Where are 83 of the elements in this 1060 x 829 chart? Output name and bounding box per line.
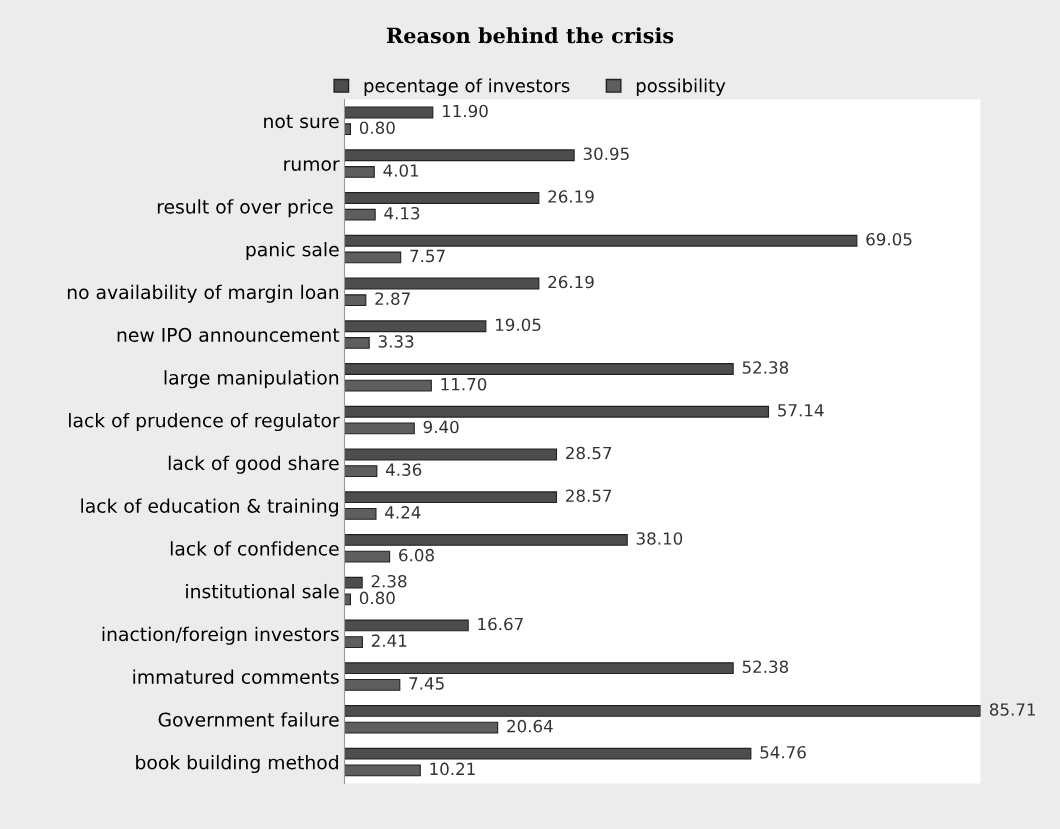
data-label: 69.05 bbox=[866, 232, 912, 246]
y-tick-label: result of over price bbox=[157, 199, 333, 218]
data-label: 11.70 bbox=[441, 377, 487, 391]
bar bbox=[344, 405, 770, 418]
data-label: 52.38 bbox=[742, 361, 789, 374]
data-label: 11.90 bbox=[442, 104, 488, 118]
bar bbox=[344, 705, 981, 717]
data-label: 57.14 bbox=[778, 404, 824, 417]
data-label: 7.45 bbox=[409, 677, 444, 690]
bar bbox=[344, 234, 858, 247]
y-tick-label: lack of confidence bbox=[170, 541, 339, 556]
y-tick-label: lack of education & training bbox=[81, 498, 338, 517]
bar bbox=[344, 507, 377, 520]
data-label: 52.38 bbox=[742, 660, 789, 674]
bar bbox=[344, 593, 351, 606]
bar bbox=[344, 747, 752, 760]
y-tick-label: inaction/foreign investors bbox=[102, 626, 339, 645]
bar bbox=[344, 491, 558, 504]
bar bbox=[344, 636, 363, 649]
data-label: 19.05 bbox=[496, 318, 541, 332]
y-tick-label: no availability of margin loan bbox=[67, 284, 339, 303]
bar bbox=[344, 106, 434, 119]
y-tick-label: new IPO announcement bbox=[117, 327, 340, 342]
y-tick-label: large manipulation bbox=[164, 370, 339, 389]
data-label: 26.19 bbox=[548, 275, 594, 289]
data-label: 7.57 bbox=[410, 249, 445, 263]
bar bbox=[344, 465, 378, 478]
data-label: 0.80 bbox=[359, 121, 395, 135]
data-label: 2.41 bbox=[371, 634, 407, 647]
data-label: 38.10 bbox=[636, 532, 683, 545]
y-tick-label: panic sale bbox=[246, 241, 339, 261]
bar bbox=[344, 721, 499, 734]
data-label: 28.57 bbox=[566, 489, 612, 503]
y-tick-label: Government failure bbox=[158, 712, 339, 727]
y-tick-label: lack of good share bbox=[168, 455, 339, 474]
data-label: 0.80 bbox=[359, 591, 395, 605]
y-tick-label: lack of prudence of regulator bbox=[69, 412, 340, 432]
data-label: 85.71 bbox=[989, 703, 1036, 716]
bar bbox=[344, 448, 558, 461]
data-label: 9.40 bbox=[423, 420, 459, 434]
legend-label: possibility bbox=[636, 78, 726, 96]
bar bbox=[344, 576, 363, 589]
bar bbox=[344, 422, 415, 435]
bar bbox=[344, 678, 401, 691]
data-label: 30.95 bbox=[583, 147, 629, 161]
data-label: 4.01 bbox=[383, 164, 419, 177]
bar bbox=[344, 619, 469, 632]
bar bbox=[344, 379, 432, 392]
data-label: 6.08 bbox=[399, 548, 434, 562]
y-tick-label: book building method bbox=[136, 754, 338, 774]
bar bbox=[344, 337, 370, 349]
bar bbox=[344, 277, 540, 290]
data-label: 2.38 bbox=[371, 574, 407, 588]
y-tick-label: immatured comments bbox=[133, 669, 339, 684]
data-label: 3.33 bbox=[378, 335, 414, 348]
data-label: 20.64 bbox=[507, 719, 553, 733]
bar bbox=[344, 764, 421, 777]
y-tick-label: rumor bbox=[284, 160, 340, 171]
chart-title: Reason behind the crisis bbox=[386, 27, 674, 44]
data-label: 2.87 bbox=[375, 292, 410, 306]
bar bbox=[344, 534, 628, 546]
bar bbox=[344, 320, 487, 333]
data-label: 4.36 bbox=[386, 463, 422, 476]
legend-label: pecentage of investors bbox=[364, 78, 570, 96]
data-label: 16.67 bbox=[478, 617, 523, 631]
bar bbox=[344, 166, 375, 178]
y-tick-label: institutional sale bbox=[186, 583, 339, 599]
bar bbox=[344, 550, 391, 563]
bar bbox=[344, 294, 367, 307]
bar bbox=[344, 192, 540, 204]
data-label: 10.21 bbox=[430, 762, 475, 776]
data-label: 4.13 bbox=[384, 206, 420, 220]
data-label: 28.57 bbox=[566, 446, 612, 460]
bar bbox=[344, 662, 734, 675]
data-label: 26.19 bbox=[548, 190, 594, 203]
bar bbox=[344, 123, 351, 136]
bar bbox=[344, 149, 575, 162]
y-tick-label: not sure bbox=[264, 114, 339, 129]
data-label: 54.76 bbox=[760, 745, 806, 759]
bar bbox=[344, 363, 734, 375]
bar bbox=[344, 208, 376, 221]
data-label: 4.24 bbox=[385, 506, 421, 519]
bar bbox=[344, 251, 402, 264]
